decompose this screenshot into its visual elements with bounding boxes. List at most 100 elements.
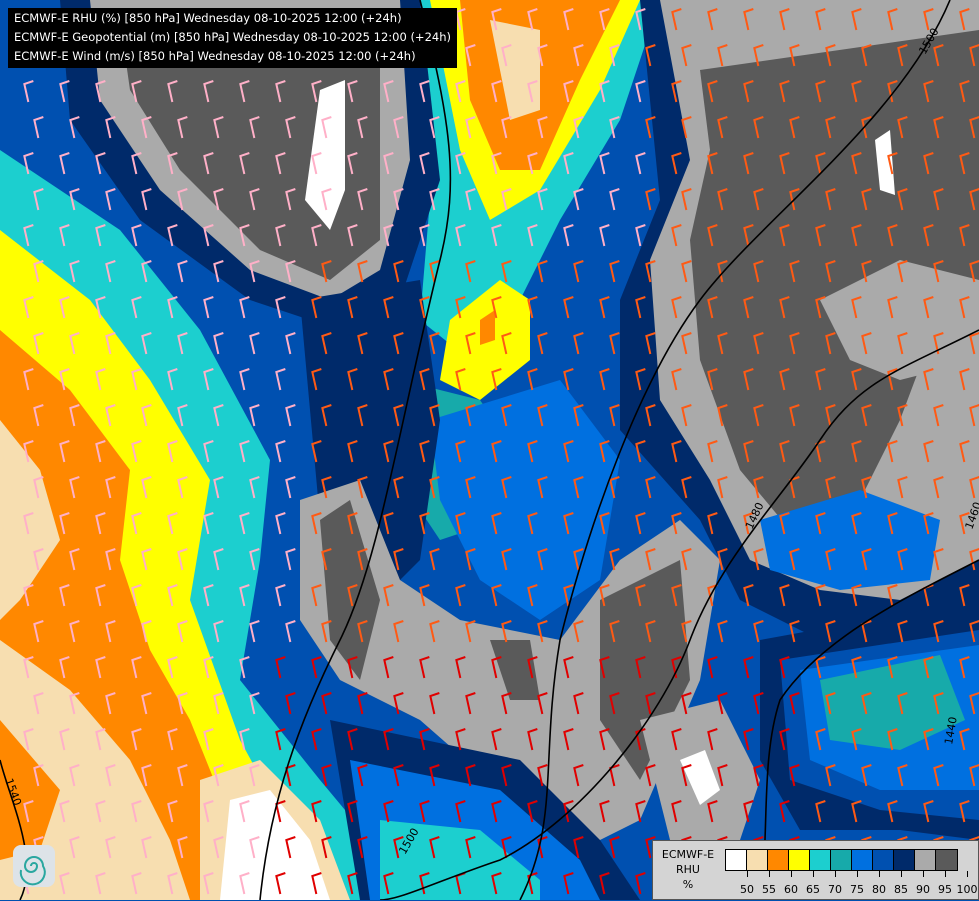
wind-barb (383, 80, 394, 103)
wind-barb (141, 116, 152, 139)
wind-barb (59, 152, 70, 175)
wind-barb (105, 188, 116, 211)
wind-barb (249, 188, 260, 211)
wind-barb (645, 44, 656, 67)
wind-barb (249, 764, 260, 787)
wind-barb (131, 512, 142, 535)
wind-barb (933, 404, 944, 427)
wind-barb (249, 404, 260, 427)
wind-barb (419, 80, 430, 103)
wind-barb (969, 764, 979, 787)
wind-barb (851, 512, 862, 535)
wind-barb (933, 476, 944, 499)
wind-barb (779, 296, 790, 319)
wind-barb (383, 800, 394, 823)
wind-barb (501, 836, 512, 859)
wind-barb (861, 44, 872, 67)
wind-barb (635, 728, 646, 751)
wind-barb (383, 872, 394, 895)
wind-barb (239, 440, 250, 463)
wind-barb (239, 224, 250, 247)
wind-barb (177, 188, 188, 211)
map-title-box: ECMWF-E RHU (%) [850 hPa] Wednesday 08-1… (8, 8, 457, 68)
color-legend: ECMWF-E RHU % 50 55 60 65 70 75 80 85 90 95 100 (652, 840, 979, 900)
wind-barb (635, 296, 646, 319)
wind-barb (465, 44, 476, 67)
wind-barb (491, 152, 502, 175)
ecmwf-logo (13, 845, 55, 887)
wind-barb (393, 260, 404, 283)
legend-tick-label: 55 (762, 883, 776, 896)
wind-barb (429, 404, 440, 427)
wind-barb (861, 404, 872, 427)
wind-barb (779, 512, 790, 535)
wind-barb (753, 404, 764, 427)
wind-barb (671, 296, 682, 319)
wind-barb (527, 80, 538, 103)
wind-barb (681, 620, 692, 643)
wind-barb (815, 8, 826, 31)
wind-barb (897, 44, 908, 67)
wind-barb (383, 656, 394, 679)
wind-barb (851, 728, 862, 751)
wind-barb (779, 728, 790, 751)
wind-barb (887, 368, 898, 391)
contour-label: 1440 (942, 716, 960, 746)
wind-barb (753, 116, 764, 139)
wind-barb (897, 476, 908, 499)
wind-barb (815, 80, 826, 103)
wind-barb (753, 548, 764, 571)
wind-barb (573, 332, 584, 355)
wind-barb (23, 440, 34, 463)
wind-barb (969, 476, 979, 499)
wind-barb (563, 80, 574, 103)
wind-barb (167, 800, 178, 823)
wind-barb (923, 152, 934, 175)
wind-barb (285, 260, 296, 283)
wind-barb (707, 80, 718, 103)
wind-barb (887, 512, 898, 535)
wind-barb (347, 584, 358, 607)
wind-barb (681, 548, 692, 571)
wind-barb (671, 80, 682, 103)
wind-barb (357, 116, 368, 139)
wind-barb (933, 116, 944, 139)
wind-barb (825, 332, 836, 355)
wind-barb (59, 584, 70, 607)
wind-barb (851, 800, 862, 823)
wind-barb (959, 152, 970, 175)
wind-barb (897, 404, 908, 427)
wind-barb (897, 764, 908, 787)
wind-barb (825, 548, 836, 571)
wind-barb (861, 188, 872, 211)
legend-tickmark (967, 871, 968, 877)
wind-barb (609, 260, 620, 283)
wind-barb (249, 260, 260, 283)
wind-barb (393, 476, 404, 499)
wind-barb (455, 656, 466, 679)
wind-barb (285, 692, 296, 715)
wind-barb (465, 620, 476, 643)
wind-barb (573, 548, 584, 571)
wind-barb (285, 332, 296, 355)
wind-barb (393, 404, 404, 427)
wind-barb (527, 800, 538, 823)
wind-barb (959, 512, 970, 535)
wind-barb (825, 44, 836, 67)
wind-barb (213, 188, 224, 211)
wind-barb (95, 80, 106, 103)
legend-variable: RHU (676, 863, 700, 876)
wind-barb (789, 332, 800, 355)
wind-barb (717, 116, 728, 139)
wind-barb (357, 548, 368, 571)
wind-barb (851, 656, 862, 679)
swirl-logo-icon (19, 856, 46, 886)
wind-barb (825, 764, 836, 787)
wind-barb (887, 728, 898, 751)
wind-barb (131, 440, 142, 463)
wind-barb (321, 476, 332, 499)
wind-barb (573, 692, 584, 715)
wind-barb (275, 368, 286, 391)
wind-barb (429, 836, 440, 859)
wind-barb (177, 620, 188, 643)
